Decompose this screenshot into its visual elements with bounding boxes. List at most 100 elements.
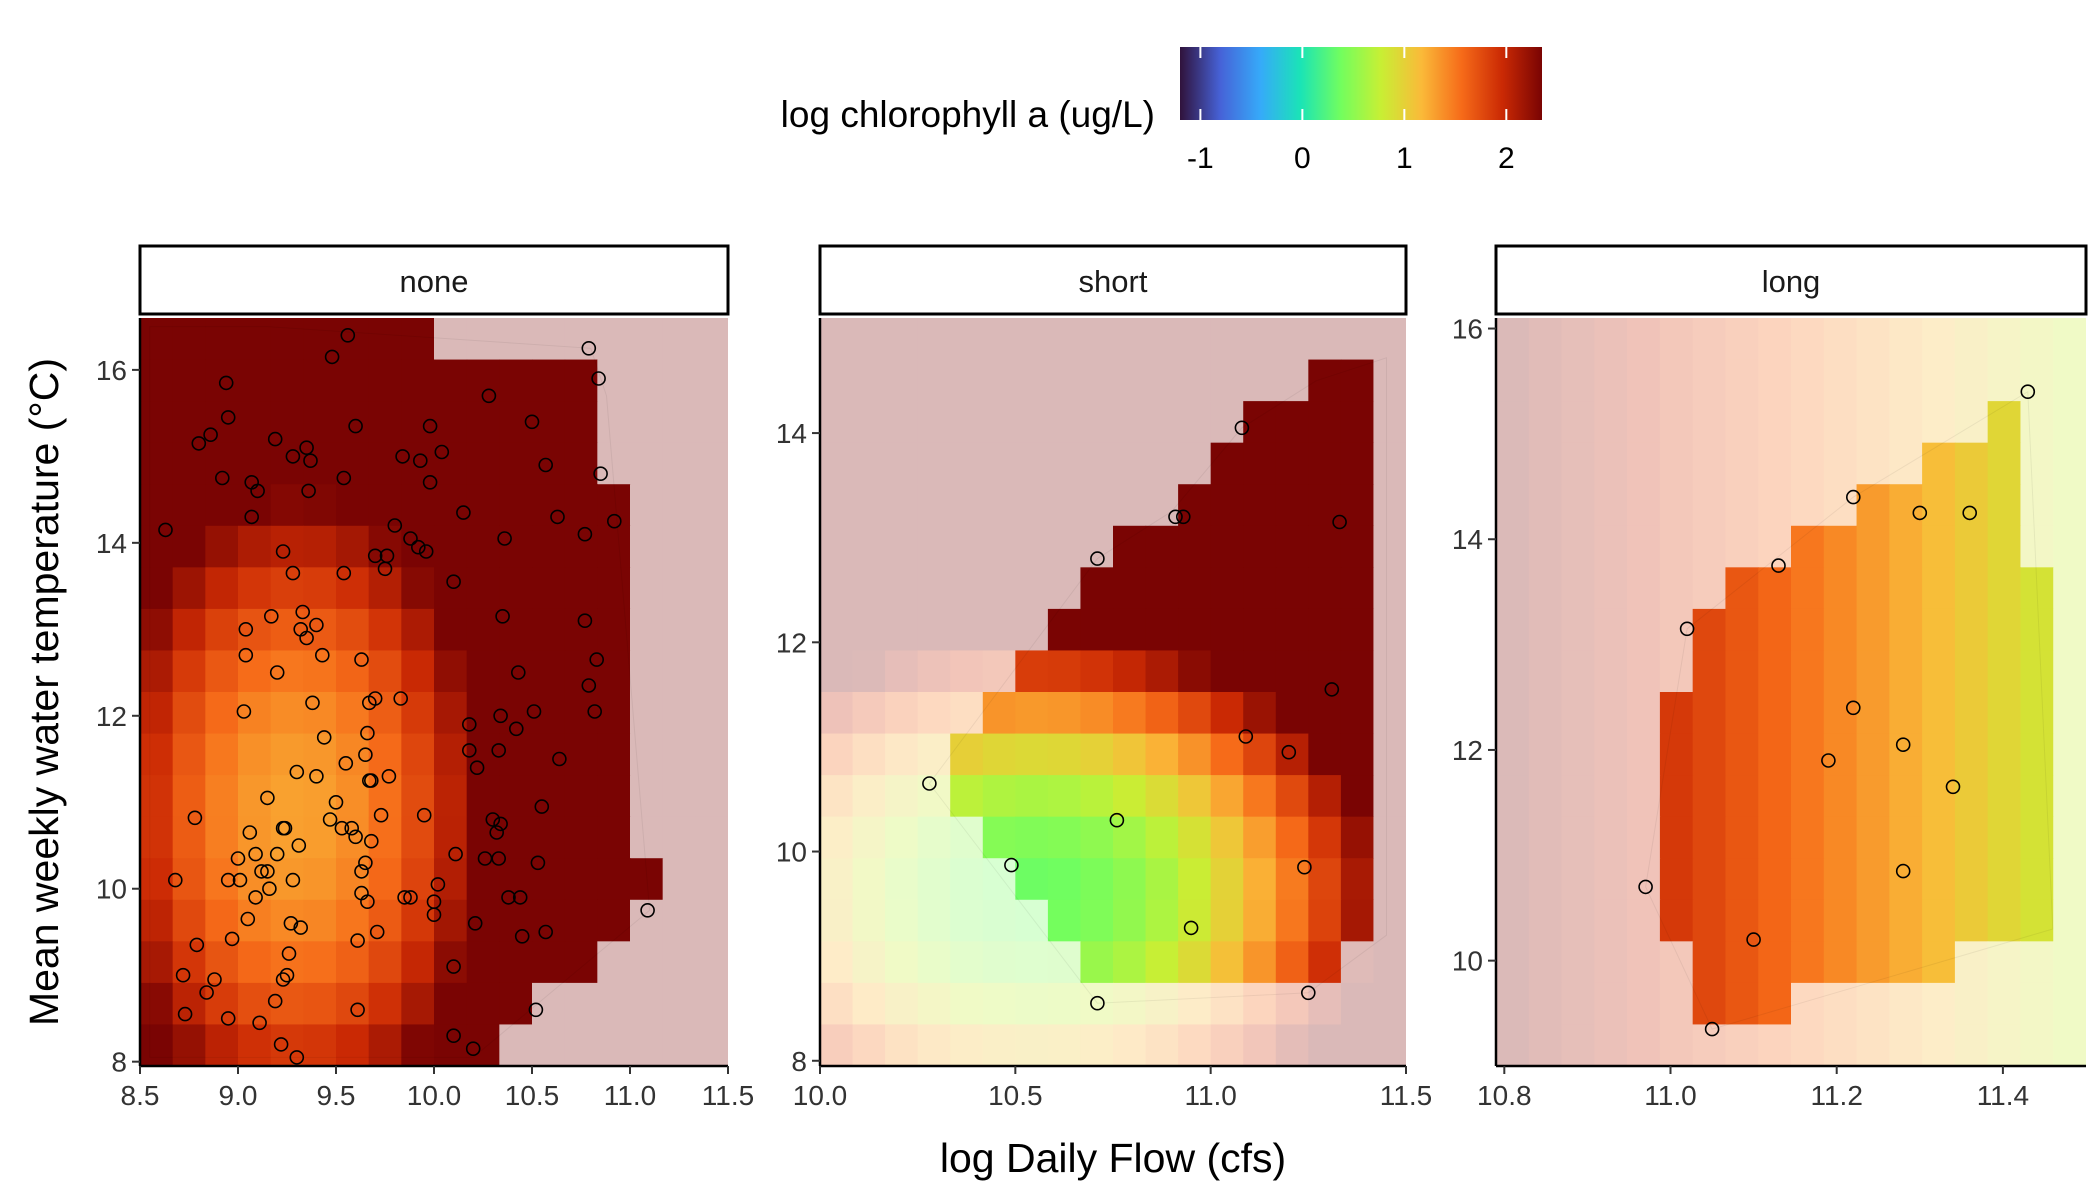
heatmap-cell-faded: [1015, 982, 1049, 1026]
heatmap-cell-faded: [1561, 484, 1595, 527]
heatmap-cell: [1791, 608, 1825, 652]
data-point: [1090, 551, 1105, 566]
heatmap-cell: [1080, 816, 1114, 859]
heatmap-cell: [336, 816, 370, 859]
heatmap-cell: [401, 858, 435, 901]
data-point: [1846, 489, 1861, 505]
data-point: [309, 768, 324, 784]
heatmap-cell-faded: [1627, 941, 1661, 984]
legend-colorbar: [1180, 47, 1542, 120]
heatmap-cell: [2020, 733, 2054, 776]
heatmap-cell-faded: [1373, 733, 1406, 776]
heatmap-cell-faded: [1373, 318, 1406, 361]
heatmap-cell-faded: [982, 359, 1016, 402]
data-point: [412, 453, 428, 469]
heatmap-cell-faded: [885, 941, 919, 984]
heatmap-cell: [172, 525, 206, 568]
data-point: [175, 967, 191, 983]
heatmap-cell-faded: [1922, 982, 1956, 1026]
heatmap-cell-faded: [1015, 359, 1049, 402]
heatmap-cell-faded: [950, 650, 984, 693]
legend-tick-label: 0: [1294, 142, 1311, 175]
heatmap-cell: [1308, 899, 1342, 942]
data-point: [281, 946, 297, 961]
heatmap-cell: [1308, 484, 1342, 527]
data-point: [275, 544, 291, 559]
heatmap-cell: [1823, 775, 1858, 818]
heatmap-cell-faded: [1308, 318, 1342, 361]
heatmap-cell-faded: [1496, 816, 1530, 859]
heatmap-cell-faded: [1627, 318, 1661, 361]
heatmap-cell: [401, 608, 435, 652]
heatmap-cell-faded: [1047, 525, 1082, 568]
heatmap-cell-faded: [630, 525, 664, 568]
heatmap-cell-faded: [1627, 775, 1661, 818]
data-point: [358, 747, 373, 763]
heatmap-cell-faded: [630, 733, 664, 776]
heatmap-cell-faded: [1725, 401, 1759, 444]
heatmap-cell-faded: [2053, 359, 2086, 402]
heatmap-cell: [1210, 442, 1244, 485]
heatmap-cell: [1922, 484, 1956, 527]
heatmap-cell-faded: [2020, 401, 2054, 444]
heatmap-cell-faded: [1015, 401, 1049, 444]
heatmap-cell: [1922, 941, 1956, 984]
data-point: [220, 872, 236, 888]
heatmap-cell: [270, 359, 304, 402]
heatmap-cell: [1954, 816, 1989, 859]
heatmap-cell: [564, 941, 598, 984]
heatmap-cell: [564, 775, 598, 818]
heatmap-cell: [1308, 733, 1342, 776]
heatmap-cell-faded: [950, 816, 984, 859]
heatmap-cell: [1823, 608, 1858, 652]
data-point: [230, 851, 246, 866]
heatmap-cell: [1243, 692, 1277, 735]
heatmap-cell-faded: [1594, 692, 1628, 735]
heatmap-cell: [1047, 733, 1082, 776]
data-point: [1281, 744, 1297, 760]
strip-none: [138, 244, 730, 316]
heatmap-cell: [1922, 650, 1956, 693]
heatmap-cell: [1015, 775, 1049, 818]
heatmap-cell: [238, 941, 272, 984]
heatmap-cell: [238, 567, 272, 610]
heatmap-cell: [499, 816, 533, 859]
heatmap-cell-faded: [1594, 899, 1628, 942]
heatmap-cell-faded: [597, 941, 631, 984]
data-point: [215, 470, 230, 486]
heatmap-cell-faded: [1758, 525, 1792, 568]
heatmap-cell-faded: [1627, 484, 1661, 527]
heatmap-cell-faded: [1275, 359, 1309, 402]
heatmap-cell-faded: [1145, 359, 1179, 402]
heatmap-cell: [336, 941, 370, 984]
heatmap-cell-faded: [1725, 525, 1759, 568]
heatmap-cell: [1725, 775, 1759, 818]
heatmap-cell: [499, 858, 533, 901]
data-point: [224, 931, 240, 947]
heatmap-cell-faded: [1856, 401, 1890, 444]
heatmap-cell-faded: [1922, 318, 1956, 361]
heatmap-cell-faded: [2020, 484, 2054, 527]
heatmap-cell: [1340, 650, 1375, 693]
heatmap-cell-faded: [597, 318, 631, 361]
heatmap-cell: [1987, 401, 2022, 444]
data-point: [1638, 879, 1653, 895]
heatmap-cell: [597, 816, 631, 859]
data-point: [334, 820, 350, 836]
heatmap-cell: [336, 359, 370, 402]
data-point: [387, 518, 403, 533]
heatmap-cell-faded: [885, 608, 919, 652]
data-point: [587, 704, 603, 719]
data-point: [1846, 700, 1861, 716]
heatmap-cell: [205, 567, 239, 610]
heatmap-cell: [140, 941, 174, 984]
heatmap-cell-faded: [982, 1024, 1016, 1066]
data-point: [510, 665, 526, 680]
heatmap-cell: [368, 608, 402, 652]
heatmap-cell: [1308, 816, 1342, 859]
data-point: [446, 574, 461, 590]
heatmap-cell-faded: [1528, 401, 1563, 444]
heatmap-cell: [1308, 401, 1342, 444]
data-point: [279, 967, 295, 983]
x-tick-label: 10.8: [1477, 1080, 1532, 1111]
